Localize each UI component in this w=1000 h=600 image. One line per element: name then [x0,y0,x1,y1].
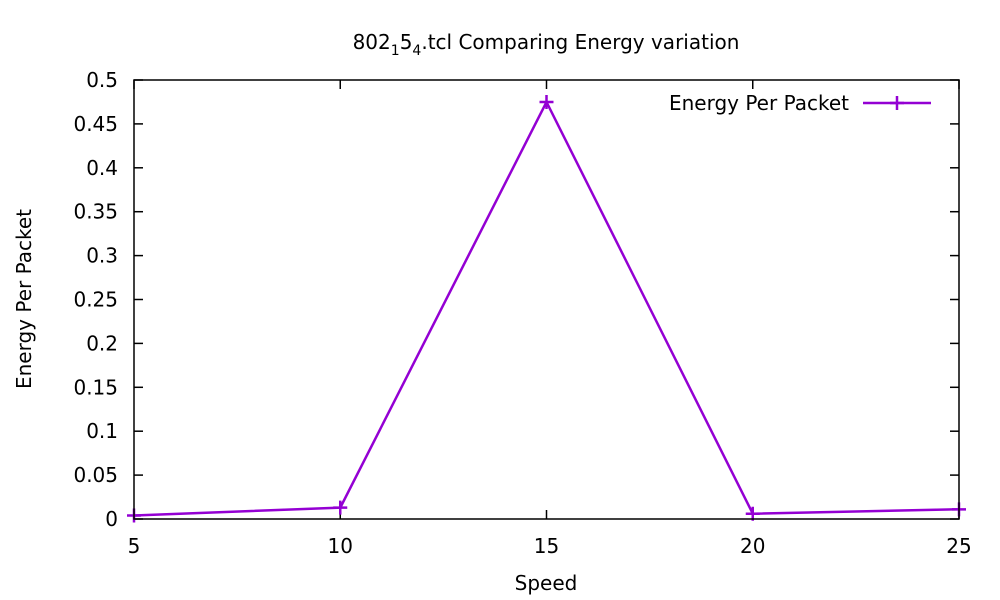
legend: Energy Per Packet [669,91,931,115]
x-tick-label: 25 [946,534,971,558]
series-line [133,99,960,517]
series-layer [127,94,966,523]
chart-title-sub1: 1 [391,43,400,59]
x-axis-label: Speed [515,571,578,595]
y-tick-label: 0.05 [73,463,118,487]
x-tick-label: 5 [128,534,141,558]
legend-label: Energy Per Packet [669,91,849,115]
chart-title-sub2: 4 [412,43,421,59]
chart-title-middle: 5 [400,30,413,54]
x-axis: 5 10 15 20 25 [128,80,972,558]
y-tick-label: 0.4 [86,156,118,180]
x-tick-label: 15 [534,534,559,558]
y-tick-label: 0.1 [86,419,118,443]
y-tick-label: 0.3 [86,244,118,268]
plot-frame [133,79,960,520]
y-tick-label: 0.35 [73,200,118,224]
y-axis: 0 0.05 0.1 0.15 0.2 0.25 0.3 0.35 0.4 0.45 0.5 [73,68,959,531]
chart-title-prefix: 802 [353,30,391,54]
data-point-marker [333,500,348,515]
chart-title-suffix: .tcl Comparing Energy variation [421,30,739,54]
y-tick-label: 0 [105,507,118,531]
chart-title: 802154.tcl Comparing Energy variation [353,30,740,59]
x-tick-label: 20 [740,534,765,558]
y-axis-label: Energy Per Packet [12,209,36,389]
y-tick-label: 0.45 [73,112,118,136]
y-tick-label: 0.5 [86,68,118,92]
legend-marker [890,96,904,110]
data-point-marker [539,94,554,109]
x-tick-label: 10 [328,534,353,558]
y-tick-label: 0.2 [86,331,118,355]
y-tick-label: 0.15 [73,375,118,399]
y-tick-label: 0.25 [73,288,118,312]
